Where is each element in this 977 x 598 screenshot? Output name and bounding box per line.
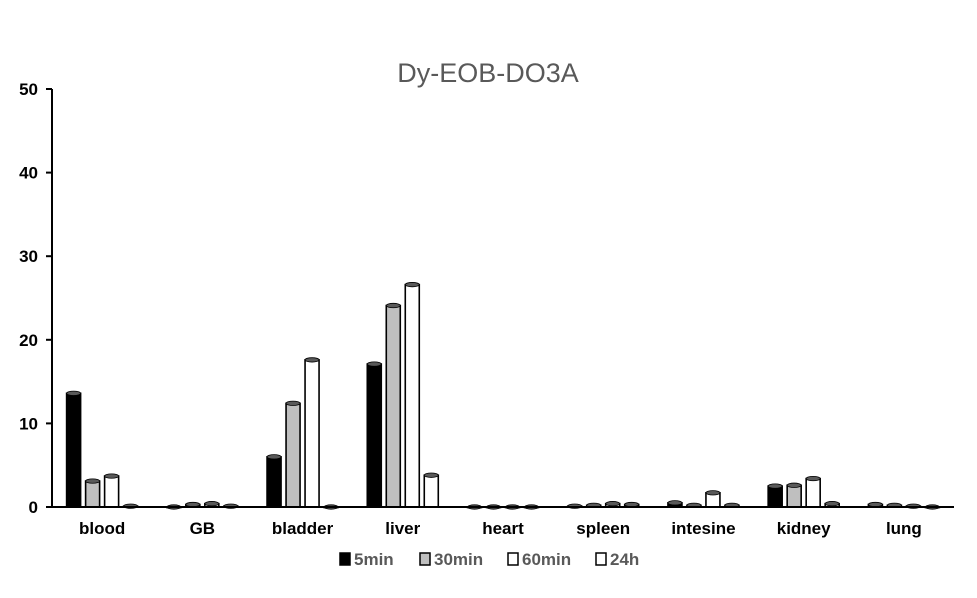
bar-5min-liver <box>366 363 383 508</box>
bar-5min-kidney <box>767 485 783 508</box>
bar-30min-bladder <box>285 402 301 508</box>
x-tick-label: intesine <box>671 519 735 538</box>
legend: 5min 30min 60min 24h <box>339 550 639 569</box>
y-tick-label: 0 <box>29 498 38 517</box>
x-tick-label: heart <box>482 519 524 538</box>
bar-cap-24h-kidney <box>824 501 840 507</box>
bar-cap-5min-intesine <box>667 500 683 506</box>
y-tick-label: 40 <box>19 164 38 183</box>
bar-cap-30min-liver <box>385 302 401 309</box>
y-tick-label: 10 <box>19 414 38 433</box>
x-tick-label: kidney <box>777 519 831 538</box>
legend-swatch-60min <box>507 552 519 566</box>
legend-label: 30min <box>434 550 483 569</box>
bar-cap-60min-GB <box>204 501 220 507</box>
bar-cap-5min-kidney <box>767 483 783 489</box>
bar-cap-30min-blood <box>85 478 101 484</box>
bar-5min-bladder <box>266 456 282 508</box>
bar-cap-60min-intesine <box>705 490 721 496</box>
bar-30min-kidney <box>786 484 802 508</box>
bar-cap-60min-spleen <box>605 501 621 507</box>
bar-cap-5min-liver <box>366 361 382 367</box>
bar-60min-kidney <box>805 477 821 508</box>
bar-cap-24h-liver <box>423 472 439 478</box>
bar-30min-liver <box>385 304 402 508</box>
legend-swatch-30min <box>419 552 431 566</box>
bar-cap-5min-blood <box>66 390 82 396</box>
legend-label: 5min <box>354 550 394 569</box>
y-tick-label: 30 <box>19 247 38 266</box>
x-tick-label: liver <box>385 519 420 538</box>
bar-cap-30min-bladder <box>285 400 301 406</box>
legend-label: 24h <box>610 550 639 569</box>
y-tick-label: 20 <box>19 331 38 350</box>
bar-cap-60min-kidney <box>805 475 821 482</box>
bar-cap-5min-bladder <box>266 454 282 460</box>
chart-title: Dy-EOB-DO3A <box>397 58 579 88</box>
bar-cap-60min-liver <box>404 282 420 288</box>
bar-60min-liver <box>404 283 421 508</box>
y-tick-label: 50 <box>19 80 38 99</box>
bar-60min-bladder <box>304 359 320 508</box>
x-tick-label: spleen <box>576 519 630 538</box>
bar-24h-liver <box>423 474 440 508</box>
legend-swatch-5min <box>339 552 351 566</box>
x-tick-label: lung <box>886 519 922 538</box>
x-tick-label: blood <box>79 519 125 538</box>
bar-60min-blood <box>103 475 120 508</box>
legend-label: 60min <box>522 550 571 569</box>
bar-5min-blood <box>65 392 82 508</box>
bar-cap-60min-bladder <box>304 357 320 363</box>
plot-area: 0 10 20 30 40 50 blood GB bladder liver heart splee… <box>19 80 941 538</box>
bar-cap-30min-kidney <box>786 482 802 488</box>
x-tick-label: bladder <box>272 519 334 538</box>
bar-cap-60min-blood <box>104 473 120 479</box>
bar-30min-blood <box>84 480 101 508</box>
legend-swatch-24h <box>595 552 607 566</box>
x-tick-label: GB <box>190 519 216 538</box>
